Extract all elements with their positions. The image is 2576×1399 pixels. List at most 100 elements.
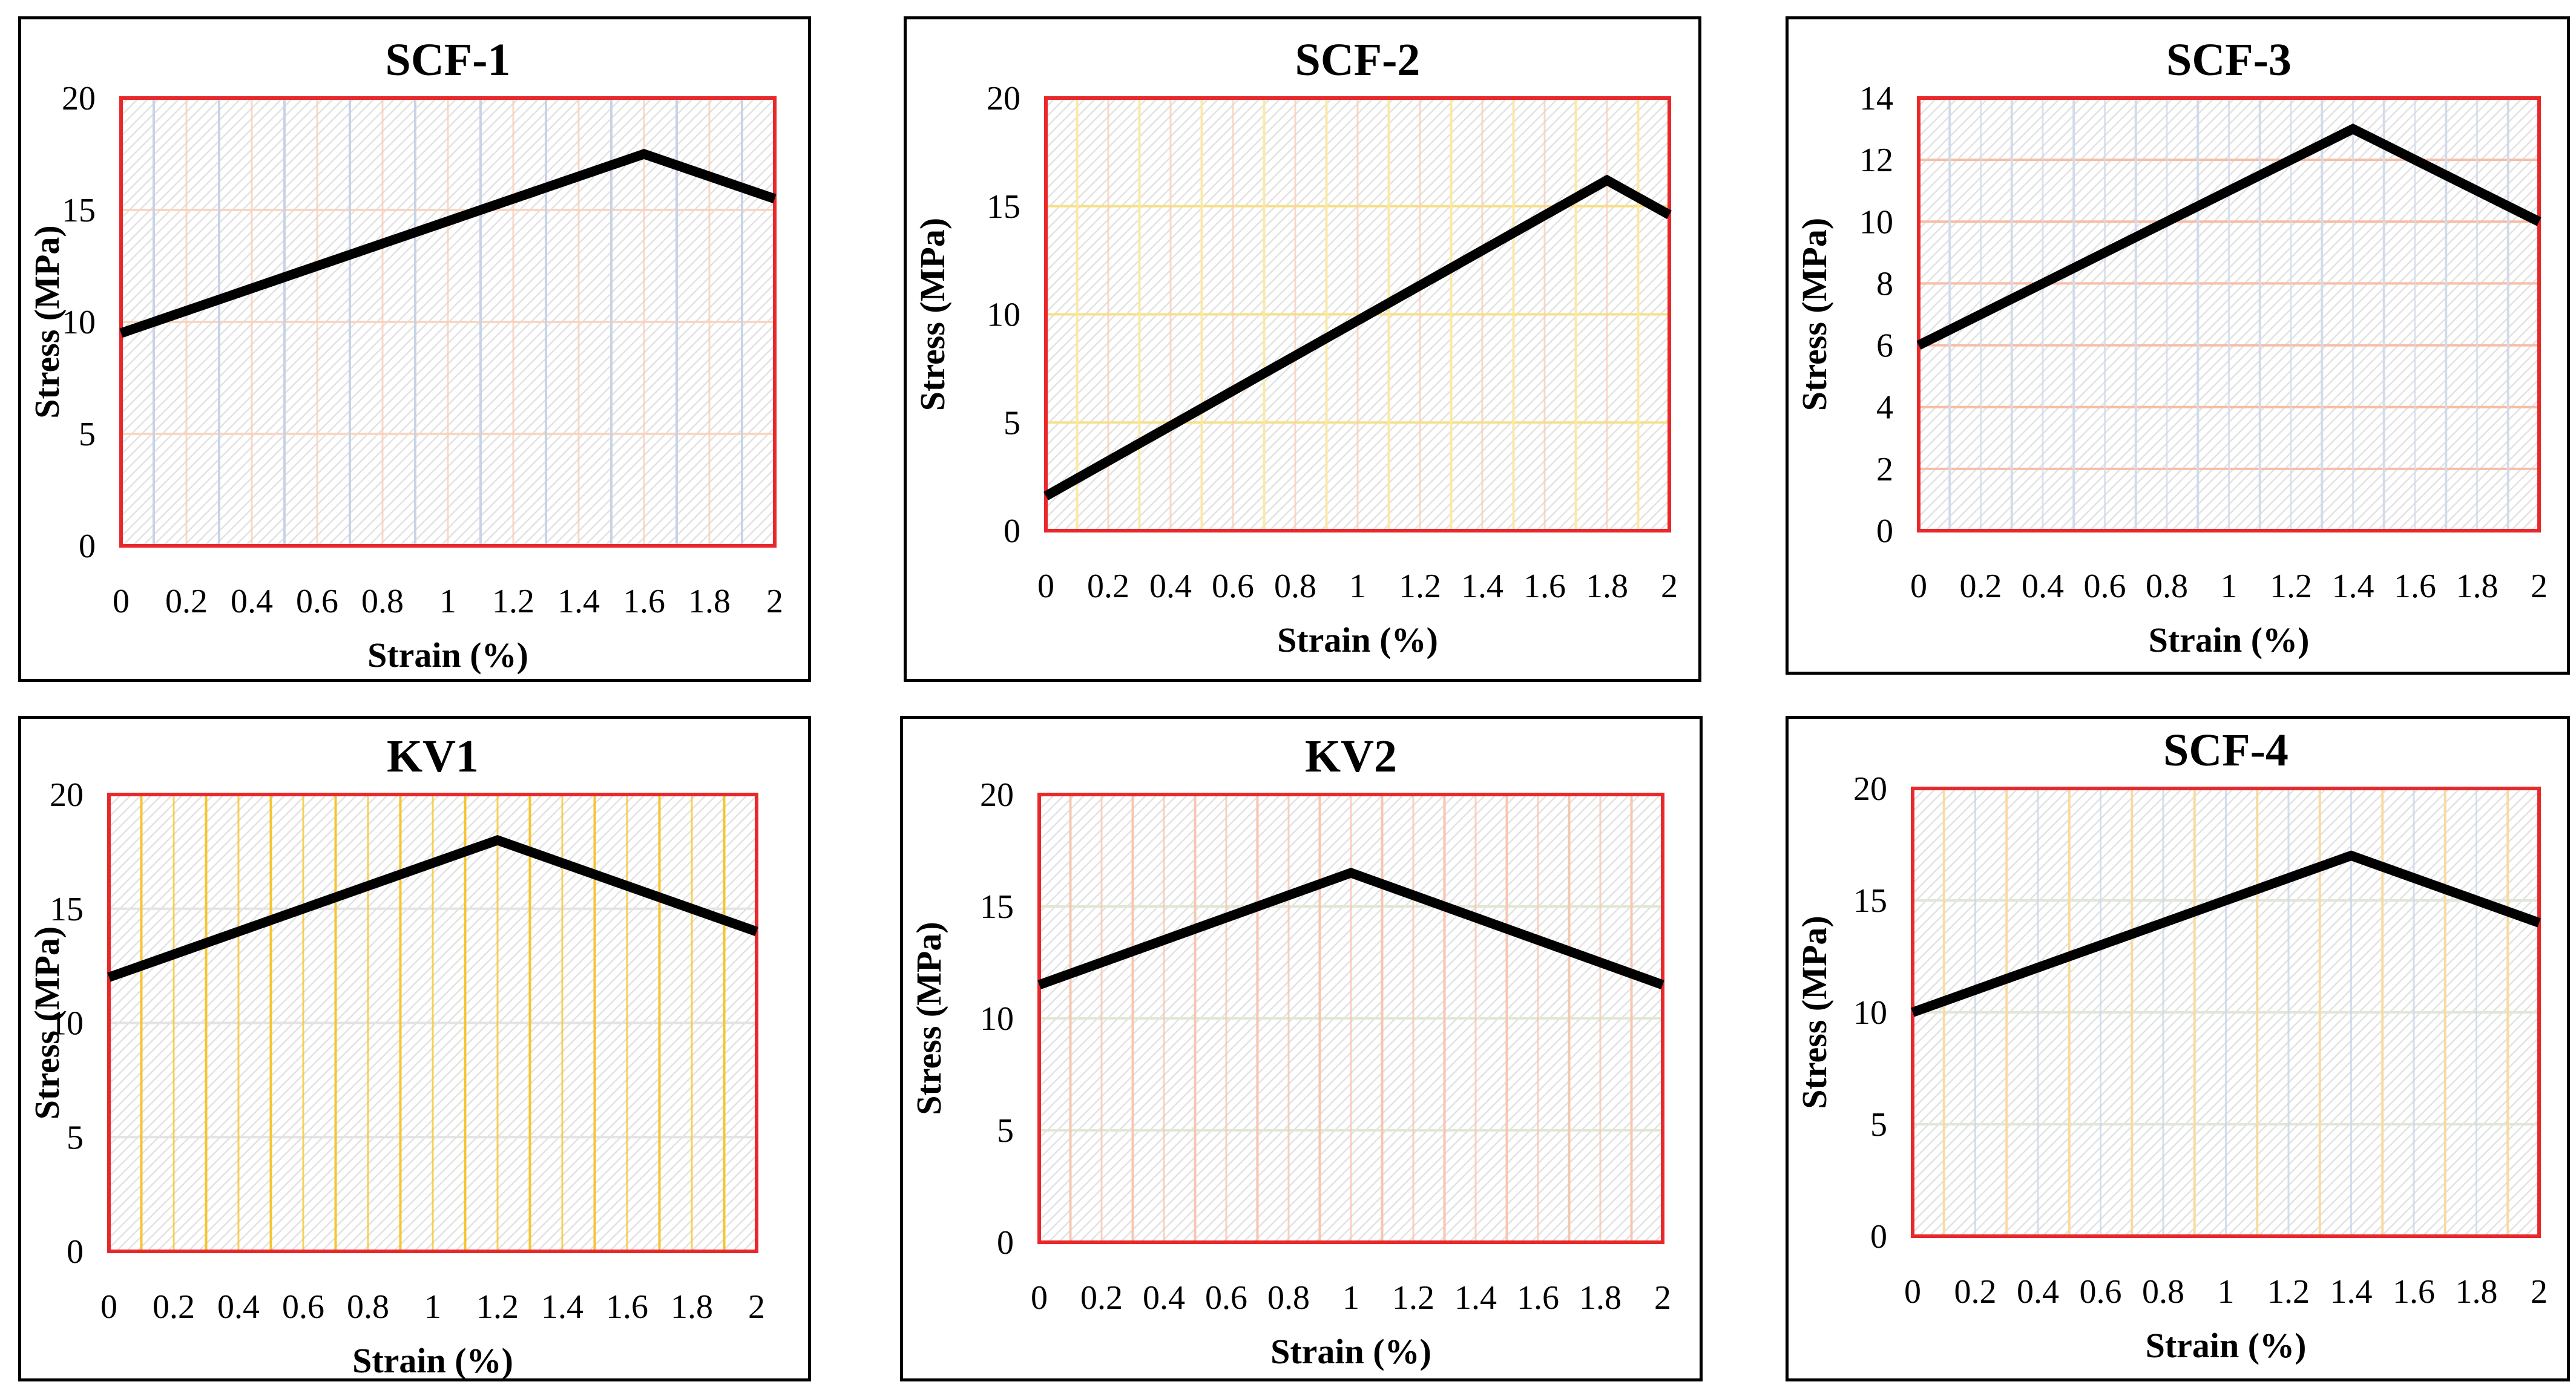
y-tick-label: 4 — [1876, 389, 1893, 427]
x-axis-label: Strain (%) — [352, 1341, 513, 1378]
y-tick-label: 2 — [1876, 451, 1893, 488]
y-axis-label: Stress (MPa) — [27, 926, 67, 1119]
x-tick-label: 0.8 — [1267, 1279, 1310, 1317]
y-tick-label: 0 — [1870, 1218, 1887, 1256]
chart-title-scf-3: SCF-3 — [2166, 34, 2292, 85]
y-tick-label: 0 — [67, 1233, 84, 1271]
x-tick-label: 1.2 — [1392, 1279, 1434, 1317]
y-tick-label: 20 — [980, 776, 1014, 814]
plot-border — [1044, 96, 1671, 532]
y-axis-label: Stress (MPa) — [913, 218, 952, 411]
y-tick-label: 10 — [987, 297, 1020, 334]
y-tick-label: 0 — [79, 528, 96, 565]
x-tick-label: 0.8 — [361, 583, 404, 620]
chart-svg: 0 2 4 6 8 10 12 14 0 0.2 0.4 0.6 0.8 1 1.2 1.4 1.6 1.8 2 SC… — [1795, 34, 2548, 660]
x-tick-label: 1 — [424, 1288, 441, 1326]
y-tick-label: 0 — [1876, 513, 1893, 550]
x-axis-label: Strain (%) — [1277, 620, 1438, 660]
y-tick-label: 14 — [1859, 80, 1893, 117]
chart-panel-scf-3: 0 2 4 6 8 10 12 14 0 0.2 0.4 0.6 0.8 1 1.2 1.4 1.6 1.8 2 SC… — [1786, 16, 2570, 675]
x-tick-label: 0.4 — [231, 583, 273, 620]
x-axis-label: Strain (%) — [367, 635, 528, 675]
x-tick-label: 0.8 — [2146, 568, 2188, 605]
x-tick-label: 1.6 — [2394, 568, 2436, 605]
x-tick-label: 2 — [766, 583, 783, 620]
x-tick-label: 1.2 — [2270, 568, 2312, 605]
x-tick-label: 1.8 — [2456, 568, 2499, 605]
y-axis-label: Stress (MPa) — [1795, 916, 1834, 1109]
y-tick-label: 10 — [980, 1000, 1014, 1038]
y-tick-label: 8 — [1876, 265, 1893, 303]
x-tick-label: 1.6 — [1523, 568, 1566, 605]
plot-border — [1037, 793, 1664, 1244]
chart-title-kv1: KV1 — [387, 731, 479, 782]
x-tick-label: 0.6 — [2080, 1273, 2122, 1311]
x-tick-label: 0.6 — [282, 1288, 324, 1326]
x-tick-label: 1.6 — [623, 583, 665, 620]
x-tick-label: 1 — [2218, 1273, 2235, 1311]
y-tick-label: 15 — [1853, 882, 1887, 920]
x-tick-label: 0.4 — [217, 1288, 260, 1326]
chart-title-kv2: KV2 — [1305, 731, 1397, 782]
x-tick-label: 0.2 — [153, 1288, 195, 1326]
chart-title-scf-1: SCF-1 — [386, 34, 511, 85]
x-tick-label: 0.8 — [1274, 568, 1316, 605]
chart-panel-scf-4: 0 5 10 15 20 0 0.2 0.4 0.6 0.8 1 1.2 1.4 1.6 1.8 2 SCF-4… — [1786, 716, 2570, 1381]
x-tick-label: 0 — [100, 1288, 117, 1326]
plot-border — [1917, 96, 2541, 532]
x-tick-label: 0 — [1910, 568, 1927, 605]
chart-svg: 0 5 10 15 20 0 0.2 0.4 0.6 0.8 1 1.2 1.4 1.6 1.8 2 KV2 St… — [909, 731, 1671, 1371]
x-tick-label: 1.2 — [476, 1288, 519, 1326]
x-tick-label: 1.4 — [2332, 568, 2374, 605]
y-tick-label: 20 — [62, 80, 96, 117]
x-axis-label: Strain (%) — [1270, 1332, 1431, 1371]
x-tick-label: 2 — [1654, 1279, 1671, 1317]
y-tick-label: 10 — [1853, 994, 1887, 1032]
y-tick-label: 20 — [1853, 770, 1887, 808]
x-tick-label: 2 — [1661, 568, 1678, 605]
x-tick-label: 1.4 — [541, 1288, 583, 1326]
y-tick-label: 0 — [997, 1224, 1014, 1262]
y-tick-label: 5 — [67, 1119, 84, 1156]
x-tick-label: 0.6 — [1212, 568, 1254, 605]
x-tick-label: 1.6 — [1517, 1279, 1559, 1317]
y-axis-label: Stress (MPa) — [27, 225, 67, 418]
y-tick-label: 10 — [1859, 203, 1893, 241]
x-tick-label: 1 — [1342, 1279, 1359, 1317]
x-tick-label: 1.4 — [2330, 1273, 2373, 1311]
x-tick-label: 1.8 — [688, 583, 731, 620]
x-tick-label: 1.8 — [1579, 1279, 1622, 1317]
x-tick-label: 1 — [2221, 568, 2238, 605]
x-tick-label: 0.8 — [347, 1288, 389, 1326]
x-tick-label: 1 — [439, 583, 456, 620]
x-tick-label: 1.8 — [671, 1288, 713, 1326]
chart-svg: 0 5 10 15 20 0 0.2 0.4 0.6 0.8 1 1.2 1.4 1.6 1.8 2 SCF-2… — [913, 34, 1678, 660]
x-tick-label: 1.8 — [2456, 1273, 2498, 1311]
x-tick-label: 0 — [113, 583, 130, 620]
x-tick-label: 0.2 — [165, 583, 208, 620]
y-tick-label: 12 — [1859, 142, 1893, 179]
x-tick-label: 0.2 — [1087, 568, 1129, 605]
x-tick-label: 0.4 — [2022, 568, 2064, 605]
x-tick-label: 1.2 — [2267, 1273, 2310, 1311]
x-tick-label: 1.8 — [1586, 568, 1628, 605]
x-tick-label: 1.2 — [492, 583, 534, 620]
y-tick-label: 5 — [1870, 1106, 1887, 1144]
y-axis-label: Stress (MPa) — [1795, 218, 1834, 411]
x-tick-label: 1.4 — [557, 583, 600, 620]
x-tick-label: 0.6 — [2084, 568, 2126, 605]
chart-title-scf-4: SCF-4 — [2163, 725, 2288, 776]
x-tick-label: 1.2 — [1399, 568, 1441, 605]
x-axis-label: Strain (%) — [2149, 620, 2310, 660]
x-tick-label: 1.4 — [1461, 568, 1503, 605]
y-tick-label: 20 — [987, 80, 1020, 117]
y-axis-label: Stress (MPa) — [909, 922, 948, 1115]
x-tick-label: 2 — [2531, 568, 2548, 605]
x-tick-label: 1.6 — [606, 1288, 648, 1326]
x-tick-label: 2 — [2531, 1273, 2548, 1311]
y-tick-label: 5 — [79, 416, 96, 453]
chart-svg: 0 5 10 15 20 0 0.2 0.4 0.6 0.8 1 1.2 1.4 1.6 1.8 2 SCF-1… — [27, 34, 783, 675]
chart-panel-kv2: 0 5 10 15 20 0 0.2 0.4 0.6 0.8 1 1.2 1.4 1.6 1.8 2 KV2 St… — [900, 716, 1703, 1381]
y-tick-label: 6 — [1876, 327, 1893, 365]
y-tick-label: 15 — [62, 192, 96, 229]
